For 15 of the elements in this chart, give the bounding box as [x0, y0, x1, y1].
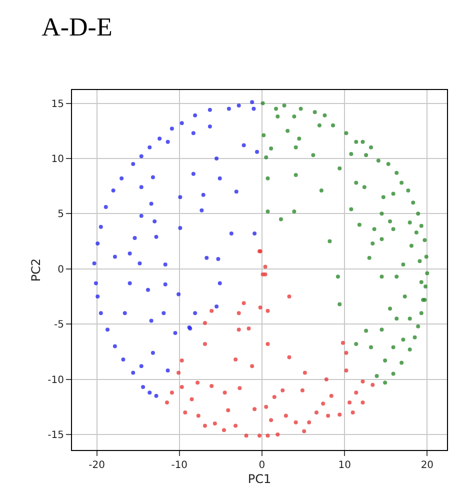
x-tick-label: -20: [88, 460, 105, 471]
y-tick-label: -15: [48, 430, 64, 442]
chart-title: A-D-E: [42, 12, 112, 42]
y-axis-title: PC2: [28, 258, 43, 282]
y-tick-label: 15: [51, 98, 64, 110]
x-tick-label: -10: [171, 460, 188, 471]
y-tick-label: 10: [51, 154, 64, 165]
y-tick-label: -5: [54, 320, 64, 331]
y-tick-label: 5: [58, 209, 64, 220]
x-axis-title: PC1: [248, 472, 272, 486]
x-tick-label: 20: [420, 460, 434, 471]
x-tick-label: 10: [338, 460, 351, 471]
y-tick-label: -10: [48, 374, 64, 386]
y-tick-label: 0: [58, 264, 64, 276]
x-tick-label: 0: [258, 460, 266, 471]
